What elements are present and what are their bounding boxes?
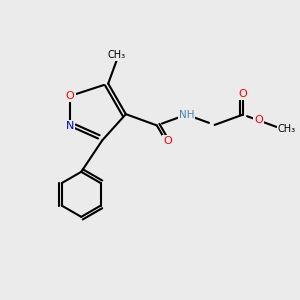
Text: O: O bbox=[163, 136, 172, 146]
Text: N: N bbox=[66, 121, 74, 131]
Text: CH₃: CH₃ bbox=[278, 124, 296, 134]
Text: O: O bbox=[238, 88, 247, 99]
Text: O: O bbox=[66, 91, 74, 101]
Text: CH₃: CH₃ bbox=[108, 50, 126, 60]
Text: O: O bbox=[254, 115, 263, 125]
Text: NH: NH bbox=[179, 110, 194, 120]
